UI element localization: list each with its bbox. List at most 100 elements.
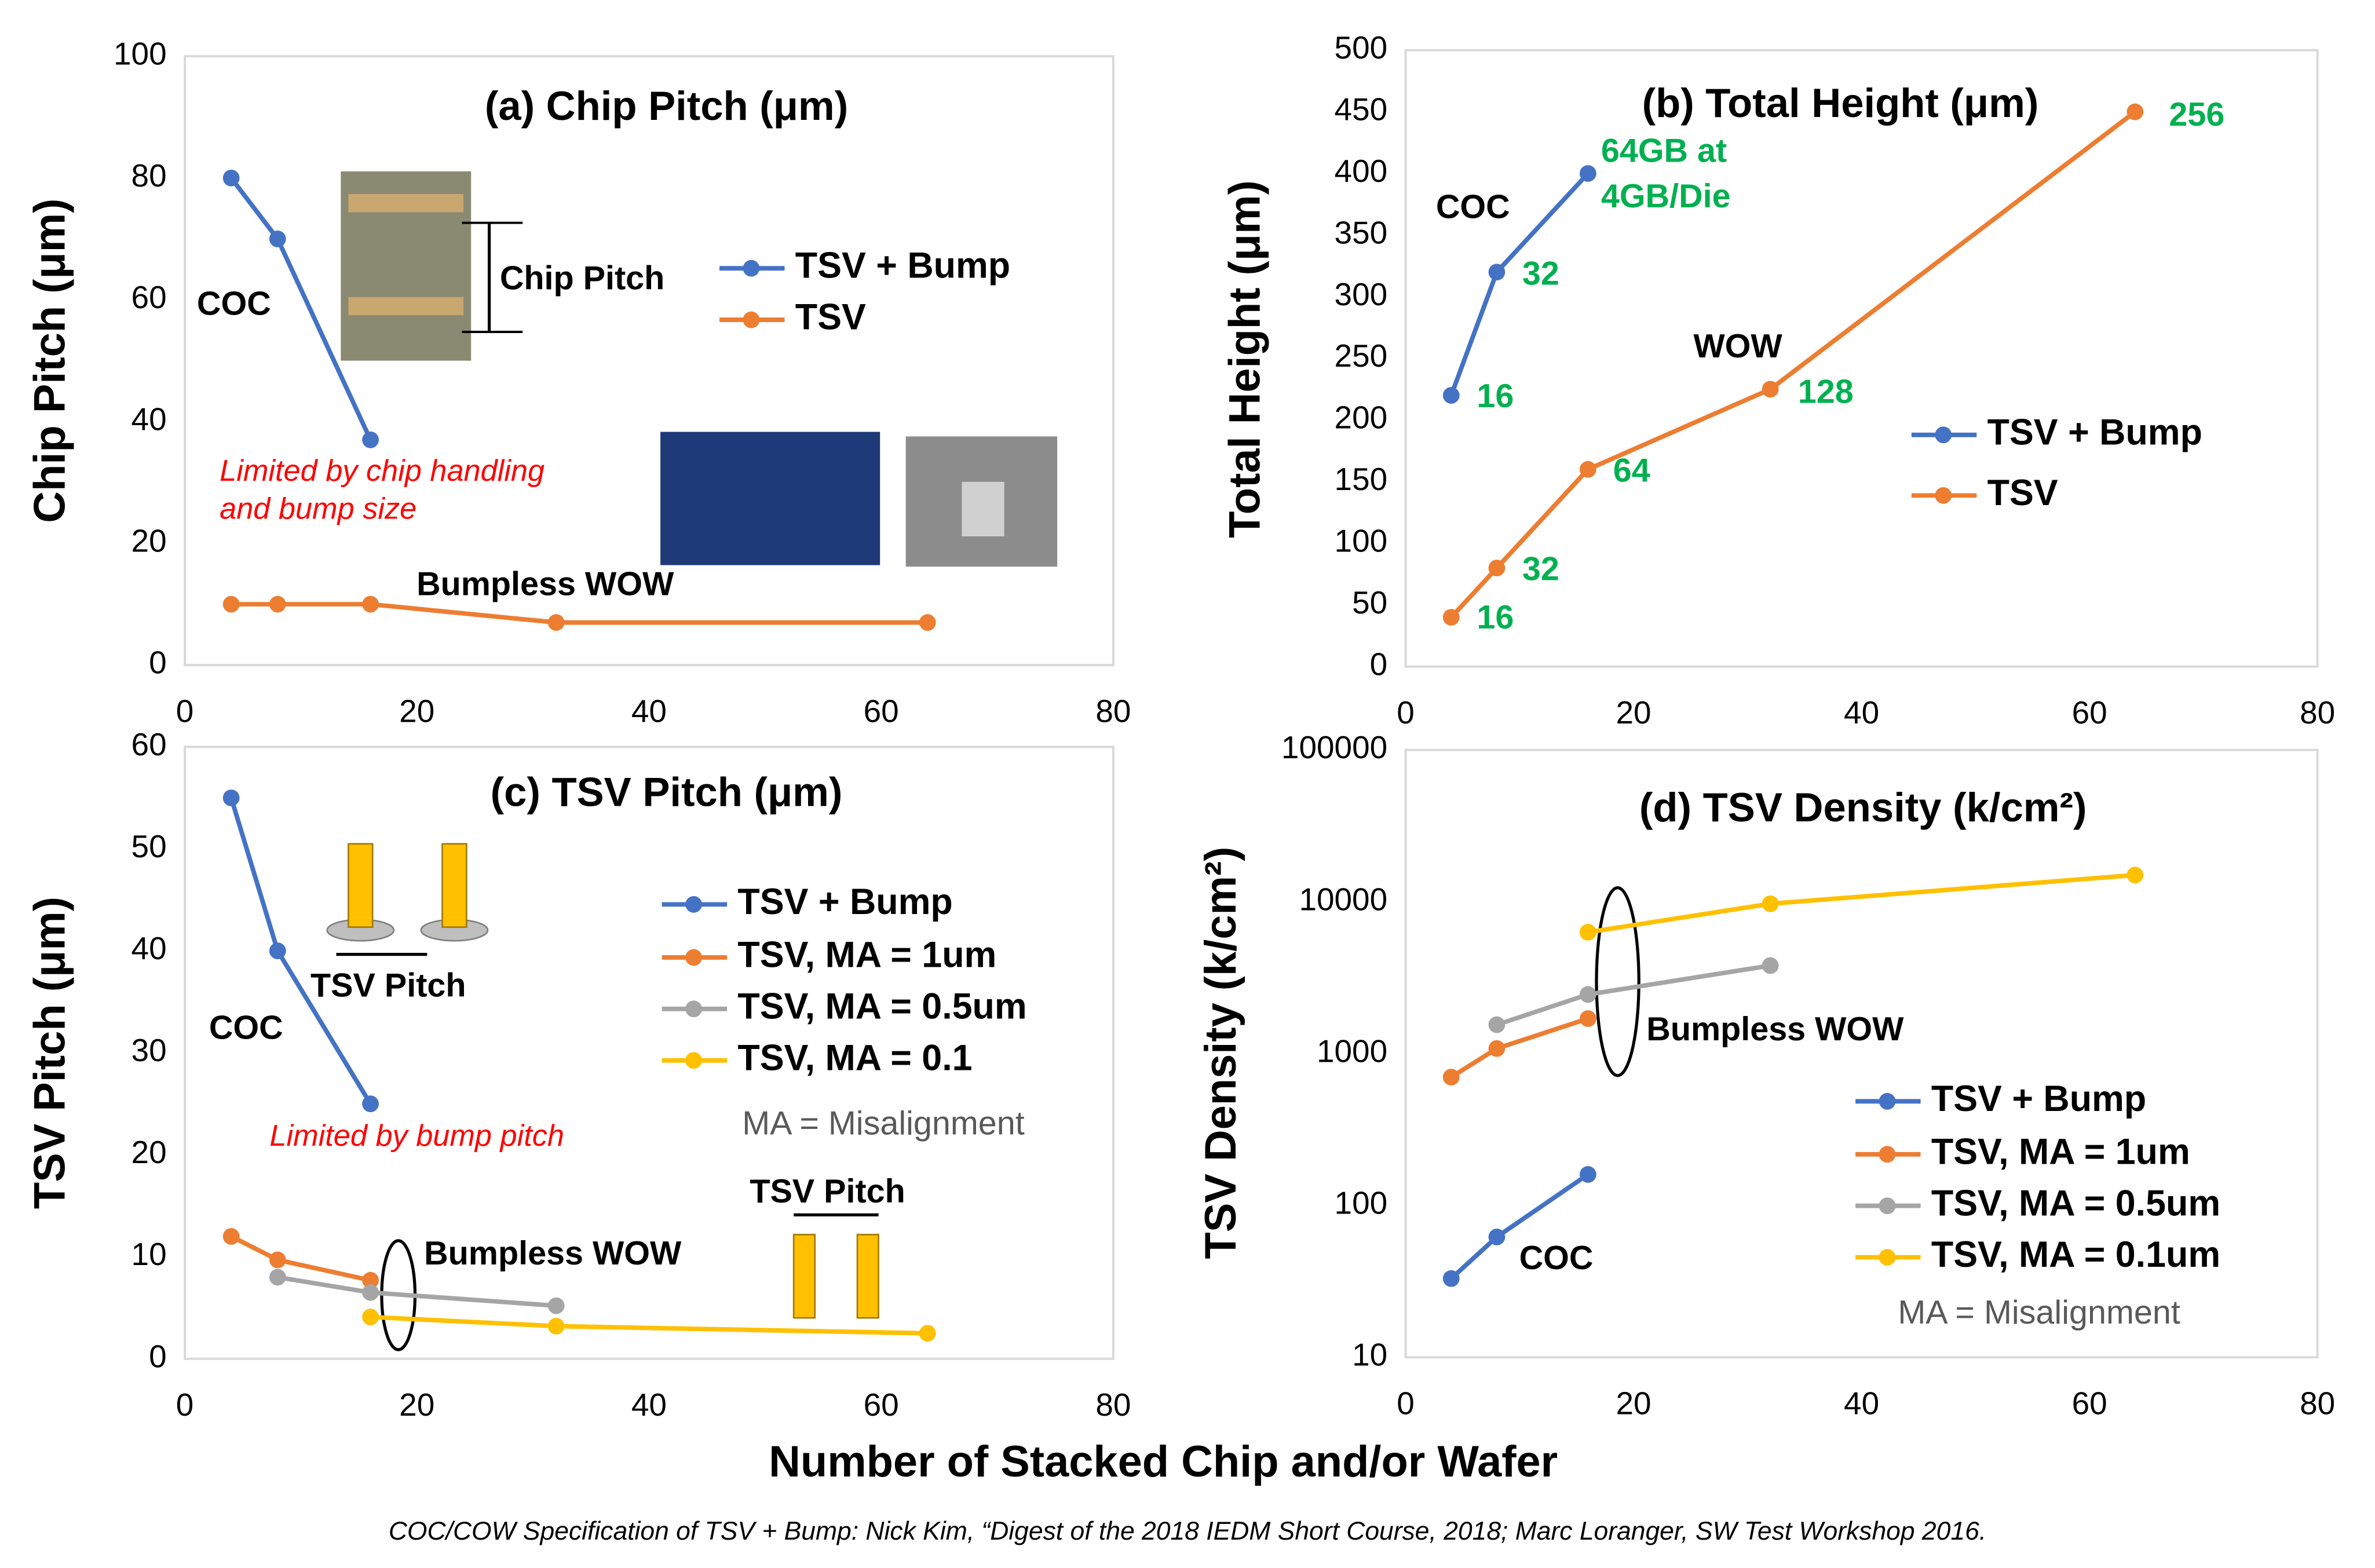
chart-title: (d) TSV Density (k/cm²) <box>1639 784 2087 830</box>
data-point <box>222 169 240 187</box>
y-tick-label: 250 <box>1335 338 1388 374</box>
annotation: COC <box>1519 1240 1594 1277</box>
y-tick-label: 1000 <box>1317 1033 1387 1069</box>
data-point <box>1762 381 1779 398</box>
x-tick-label: 40 <box>631 1387 667 1423</box>
x-tick-label: 80 <box>2300 1385 2335 1421</box>
data-point <box>222 595 240 613</box>
x-tick-label: 20 <box>399 693 434 729</box>
data-point <box>269 595 286 613</box>
x-tick-label: 80 <box>1095 1387 1131 1423</box>
data-point <box>222 1228 240 1245</box>
y-tick-label: 10 <box>131 1236 167 1272</box>
x-tick-label: 60 <box>864 693 899 729</box>
x-tick-label: 20 <box>1616 1385 1651 1421</box>
legend-swatch <box>743 259 760 277</box>
y-tick-label: 100 <box>1335 1185 1388 1221</box>
legend-swatch <box>743 311 760 328</box>
y-tick-label: 100000 <box>1281 729 1387 765</box>
data-point <box>1488 1229 1506 1245</box>
data-point <box>547 1297 565 1314</box>
data-point <box>1442 1270 1460 1287</box>
annotation: and bump size <box>220 492 416 525</box>
annotation: Chip Pitch <box>500 259 664 297</box>
annotation: Limited by bump pitch <box>269 1119 564 1153</box>
y-tick-label: 20 <box>131 1134 167 1170</box>
data-point <box>362 1309 379 1326</box>
photo-detail <box>348 297 464 316</box>
y-tick-label: 10000 <box>1299 881 1387 917</box>
legend-label: TSV + Bump <box>795 246 1010 286</box>
x-tick-label: 40 <box>631 693 667 729</box>
x-tick-label: 80 <box>1095 693 1131 729</box>
annotation: Bumpless WOW <box>1646 1011 1904 1048</box>
annotation: 64 <box>1613 452 1650 489</box>
y-tick-label: 60 <box>131 726 167 762</box>
annotation: 4GB/Die <box>1601 178 1731 215</box>
plot-frame <box>184 55 1115 667</box>
x-tick-label: 60 <box>864 1387 899 1423</box>
data-point <box>1762 957 1779 974</box>
legend-label: TSV + Bump <box>1987 412 2202 452</box>
data-point <box>1579 924 1596 941</box>
legend-label: TSV + Bump <box>737 882 952 922</box>
data-point <box>269 1269 286 1286</box>
data-point <box>1762 895 1779 912</box>
legend-swatch <box>685 949 702 966</box>
y-tick-label: 10 <box>1352 1337 1387 1373</box>
data-point <box>2126 103 2144 120</box>
legend-swatch <box>685 896 702 913</box>
data-point <box>1488 1016 1506 1033</box>
data-point <box>1442 1069 1460 1085</box>
annotation: TSV Pitch <box>750 1173 905 1210</box>
data-point <box>362 1271 379 1289</box>
data-point <box>1579 460 1596 478</box>
legend-label: TSV, MA = 1um <box>1931 1131 2190 1172</box>
data-point <box>269 231 286 247</box>
y-axis-label: Chip Pitch (μm) <box>25 199 75 523</box>
y-axis-label: Total Height (μm) <box>1221 180 1270 538</box>
x-tick-label: 0 <box>176 1387 194 1423</box>
legend-swatch <box>685 1000 702 1018</box>
chart-title: (a) Chip Pitch (μm) <box>485 83 848 129</box>
x-axis-label: Number of Stacked Chip and/or Wafer <box>769 1437 1558 1486</box>
annotation: 32 <box>1522 550 1559 587</box>
x-tick-label: 40 <box>1844 1385 1879 1421</box>
y-tick-label: 0 <box>1370 646 1388 682</box>
data-point <box>222 790 240 806</box>
annotation: 256 <box>2169 96 2224 133</box>
y-tick-label: 60 <box>131 279 167 315</box>
annotation: 64GB at <box>1601 133 1727 170</box>
annotation: 16 <box>1477 378 1514 415</box>
annotation: 16 <box>1477 599 1514 636</box>
data-point <box>1579 165 1596 182</box>
plot-frame <box>1404 748 2319 1359</box>
y-axis-label: TSV Density (k/cm²) <box>1196 847 1245 1259</box>
y-tick-label: 40 <box>131 930 167 966</box>
x-tick-label: 0 <box>176 693 194 729</box>
data-point <box>269 942 286 959</box>
data-point <box>362 595 379 613</box>
legend-label: TSV <box>795 297 866 338</box>
legend-label: TSV, MA = 0.5um <box>1931 1183 2220 1223</box>
y-tick-label: 200 <box>1335 400 1388 436</box>
x-tick-label: 20 <box>399 1387 434 1423</box>
y-tick-label: 80 <box>131 158 167 193</box>
legend-label: TSV + Bump <box>1931 1079 2146 1119</box>
legend-label: TSV, MA = 0.1um <box>1931 1234 2220 1275</box>
y-tick-label: 30 <box>131 1032 167 1068</box>
legend-label: TSV, MA = 0.5um <box>737 986 1026 1026</box>
y-tick-label: 100 <box>1335 523 1388 559</box>
x-tick-label: 60 <box>2072 1385 2107 1421</box>
x-tick-label: 60 <box>2072 695 2107 730</box>
legend-swatch <box>1879 1197 1896 1215</box>
x-tick-label: 40 <box>1844 695 1879 730</box>
annotation: COC <box>209 1010 283 1047</box>
legend-swatch <box>1879 1249 1896 1266</box>
data-point <box>362 1095 379 1113</box>
data-point <box>2126 867 2144 884</box>
y-tick-label: 0 <box>149 1338 167 1374</box>
y-tick-label: 150 <box>1335 461 1388 497</box>
interconnect-photo <box>660 432 880 565</box>
data-point <box>362 1284 379 1301</box>
